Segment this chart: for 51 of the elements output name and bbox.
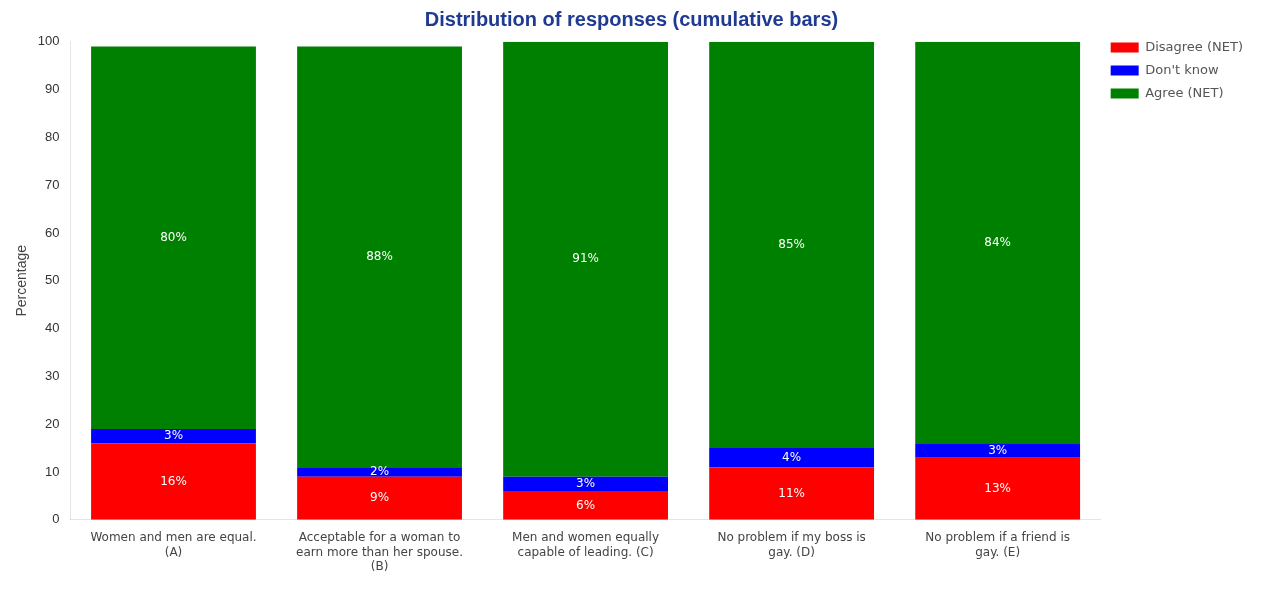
bar [91, 46, 256, 429]
y-tick-label: 20 [45, 415, 60, 431]
data-label: 4% [782, 449, 802, 464]
bar [91, 428, 256, 444]
data-label: 13% [984, 480, 1011, 495]
data-label: 16% [160, 473, 187, 488]
data-label: 84% [984, 234, 1011, 249]
bar [503, 41, 668, 477]
data-label: 3% [163, 428, 184, 443]
y-tick-label: 0 [52, 511, 60, 527]
bar [503, 476, 668, 492]
data-label: 9% [370, 490, 390, 505]
x-tick-label: No problem if a friend is gay. (E) [925, 530, 1070, 559]
bar [297, 467, 462, 477]
y-tick-label: 100 [37, 33, 60, 49]
y-axis-title: Percentage [13, 244, 30, 317]
y-tick-label: 10 [45, 463, 60, 479]
chart-title: Distribution of responses (cumulative bars) [423, 8, 840, 31]
bar [915, 41, 1081, 444]
data-label: 6% [576, 497, 596, 512]
y-tick-label: 50 [45, 272, 60, 288]
x-tick-label: Women and men are equal. (A) [90, 530, 257, 559]
legend-label: Agree (NET) [1145, 84, 1224, 100]
bar [709, 41, 875, 449]
y-tick-label: 80 [45, 128, 60, 144]
y-tick-label: 90 [45, 81, 60, 97]
bar [709, 467, 875, 520]
data-label: 91% [572, 251, 599, 266]
x-tick-label: Men and women equally capable of leading. (C) [512, 530, 660, 559]
data-label: 80% [160, 229, 187, 244]
bar [915, 457, 1081, 520]
bar [91, 443, 256, 520]
data-label: 3% [988, 442, 1008, 457]
y-tick-label: 70 [45, 176, 60, 192]
data-label: 3% [576, 476, 596, 491]
data-label: 85% [778, 237, 805, 252]
bar [297, 46, 462, 468]
legend-label: Don't know [1145, 61, 1219, 77]
data-label: 2% [370, 464, 390, 479]
y-tick-label: 30 [45, 367, 60, 383]
x-tick-label: No problem if my boss is gay. (D) [717, 530, 866, 559]
data-label: 11% [778, 485, 805, 500]
bar [709, 448, 875, 468]
legend-label: Disagree (NET) [1145, 38, 1243, 54]
data-label: 88% [366, 249, 393, 264]
bar [503, 491, 668, 520]
bar [297, 476, 462, 520]
bar [915, 443, 1081, 458]
y-tick-label: 60 [45, 224, 60, 240]
y-tick-label: 40 [45, 320, 60, 336]
x-tick-label: Acceptable for a woman to earn more than her spouse. (B) [296, 530, 463, 573]
